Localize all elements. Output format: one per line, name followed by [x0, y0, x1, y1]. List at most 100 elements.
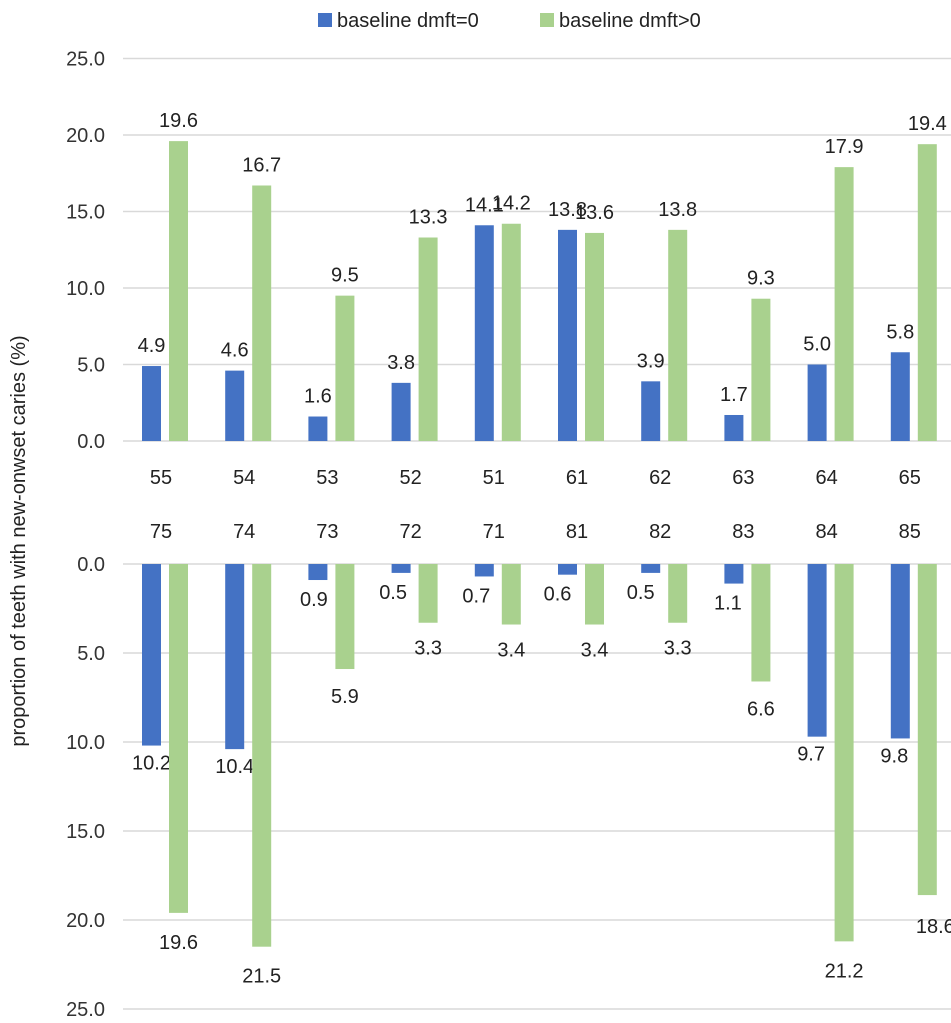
legend: baseline dmft=0 baseline dmft>0: [318, 10, 701, 32]
x-category-upper-64: 64: [815, 467, 837, 489]
bar-upper-dmft-gt0-63: [751, 298, 771, 441]
data-label-upper-dmft0-53: 1.6: [304, 386, 332, 408]
y-tick-lower-2: 10.0: [66, 732, 105, 754]
data-label-lower-dmft-gt0-83: 6.6: [747, 698, 775, 720]
x-category-lower-84: 84: [815, 521, 837, 543]
legend-label-dmft-gt0: baseline dmft>0: [559, 10, 701, 32]
data-label-upper-dmft0-64: 5.0: [803, 334, 831, 356]
y-tick-lower-0: 0.0: [77, 554, 105, 576]
x-category-lower-74: 74: [233, 521, 255, 543]
data-label-lower-dmft0-84: 9.7: [797, 744, 825, 766]
y-axis-label: proportion of teeth with new-onwset cari…: [8, 335, 30, 746]
data-label-lower-dmft0-83: 1.1: [714, 593, 742, 615]
x-category-upper-65: 65: [899, 467, 921, 489]
data-label-upper-dmft0-51: 14.1: [465, 194, 504, 216]
x-category-lower-73: 73: [316, 521, 338, 543]
data-label-lower-dmft0-85: 9.8: [880, 745, 908, 767]
x-category-upper-63: 63: [732, 467, 754, 489]
data-label-lower-dmft0-82: 0.5: [627, 582, 655, 604]
bar-lower-dmft-gt0-72: [418, 564, 438, 623]
bar-lower-dmft-gt0-71: [501, 564, 521, 625]
bar-upper-dmft-gt0-64: [834, 167, 854, 441]
data-label-lower-dmft-gt0-72: 3.3: [414, 638, 442, 660]
data-label-upper-dmft0-61: 13.8: [548, 199, 587, 221]
bar-upper-dmft0-61: [558, 229, 577, 441]
bar-lower-dmft0-75: [142, 564, 161, 746]
data-label-upper-dmft-gt0-62: 13.8: [658, 199, 697, 221]
bar-upper-dmft0-63: [724, 414, 744, 441]
data-label-upper-dmft0-55: 4.9: [138, 335, 166, 357]
data-label-upper-dmft0-63: 1.7: [720, 384, 748, 406]
data-label-upper-dmft-gt0-53: 9.5: [331, 265, 359, 287]
y-tick-lower-4: 20.0: [66, 910, 105, 932]
x-category-upper-61: 61: [566, 467, 588, 489]
bar-lower-dmft-gt0-82: [668, 564, 688, 623]
data-label-lower-dmft-gt0-85: 18.6: [916, 916, 951, 938]
y-tick-upper-5: 25.0: [66, 49, 105, 71]
bar-upper-dmft-gt0-65: [917, 144, 937, 441]
data-label-upper-dmft0-52: 3.8: [387, 352, 415, 374]
bar-lower-dmft0-83: [724, 564, 744, 584]
bar-upper-dmft0-62: [641, 381, 661, 441]
x-category-upper-54: 54: [233, 467, 255, 489]
bar-lower-dmft-gt0-83: [751, 564, 771, 682]
legend-label-dmft0: baseline dmft=0: [337, 10, 479, 32]
bar-lower-dmft0-74: [225, 564, 245, 750]
bar-lower-dmft-gt0-85: [917, 564, 937, 896]
y-tick-upper-4: 20.0: [66, 125, 105, 147]
data-label-upper-dmft-gt0-52: 13.3: [409, 207, 448, 229]
bar-lower-dmft0-71: [474, 564, 494, 577]
x-category-lower-81: 81: [566, 521, 588, 543]
x-category-upper-52: 52: [399, 467, 421, 489]
legend-swatch-dmft-gt0: [540, 13, 554, 27]
bar-upper-dmft-gt0-61: [585, 232, 604, 441]
bar-upper-dmft-gt0-54: [252, 185, 272, 441]
data-label-lower-dmft-gt0-73: 5.9: [331, 686, 359, 708]
bar-lower-dmft-gt0-74: [252, 564, 272, 947]
bar-lower-dmft-gt0-81: [585, 564, 604, 625]
bar-lower-dmft0-84: [807, 564, 827, 737]
bar-lower-dmft-gt0-75: [169, 564, 188, 913]
data-label-upper-dmft0-62: 3.9: [637, 350, 665, 372]
data-label-lower-dmft-gt0-82: 3.3: [664, 638, 692, 660]
bar-upper-dmft-gt0-53: [335, 295, 355, 441]
bar-upper-dmft0-51: [474, 225, 494, 441]
data-label-lower-dmft0-73: 0.9: [300, 589, 328, 611]
y-tick-upper-3: 15.0: [66, 202, 105, 224]
y-tick-lower-5: 25.0: [66, 999, 105, 1021]
y-tick-upper-0: 0.0: [77, 431, 105, 453]
bar-upper-dmft0-53: [308, 416, 328, 441]
data-label-lower-dmft0-75: 10.2: [132, 753, 171, 775]
bar-upper-dmft-gt0-51: [501, 223, 521, 441]
bar-upper-dmft-gt0-55: [169, 141, 188, 441]
y-tick-upper-1: 5.0: [77, 355, 105, 377]
legend-swatch-dmft0: [318, 13, 332, 27]
bar-lower-dmft0-73: [308, 564, 328, 581]
data-label-upper-dmft0-54: 4.6: [221, 340, 249, 362]
bar-upper-dmft0-54: [225, 370, 245, 441]
data-label-lower-dmft0-74: 10.4: [215, 756, 254, 778]
data-label-upper-dmft0-65: 5.8: [886, 321, 914, 343]
bar-lower-dmft-gt0-73: [335, 564, 355, 670]
y-tick-lower-3: 15.0: [66, 821, 105, 843]
x-category-lower-71: 71: [483, 521, 505, 543]
data-label-lower-dmft0-72: 0.5: [379, 582, 407, 604]
x-category-upper-55: 55: [150, 467, 172, 489]
data-label-upper-dmft-gt0-61: 13.6: [575, 202, 614, 224]
x-category-lower-72: 72: [399, 521, 421, 543]
x-category-upper-51: 51: [483, 467, 505, 489]
data-label-lower-dmft-gt0-84: 21.2: [825, 960, 864, 982]
bar-upper-dmft0-52: [391, 382, 411, 441]
data-label-upper-dmft-gt0-65: 19.4: [908, 113, 947, 135]
bar-upper-dmft-gt0-52: [418, 237, 438, 441]
x-category-lower-75: 75: [150, 521, 172, 543]
data-label-lower-dmft0-81: 0.6: [544, 584, 572, 606]
data-label-upper-dmft-gt0-51: 14.2: [492, 193, 531, 215]
bar-upper-dmft0-55: [142, 366, 161, 441]
data-label-lower-dmft-gt0-75: 19.6: [159, 932, 198, 954]
data-label-lower-dmft-gt0-71: 3.4: [497, 640, 525, 662]
x-category-upper-53: 53: [316, 467, 338, 489]
x-category-lower-82: 82: [649, 521, 671, 543]
data-label-upper-dmft-gt0-55: 19.6: [159, 110, 198, 132]
y-tick-upper-2: 10.0: [66, 278, 105, 300]
